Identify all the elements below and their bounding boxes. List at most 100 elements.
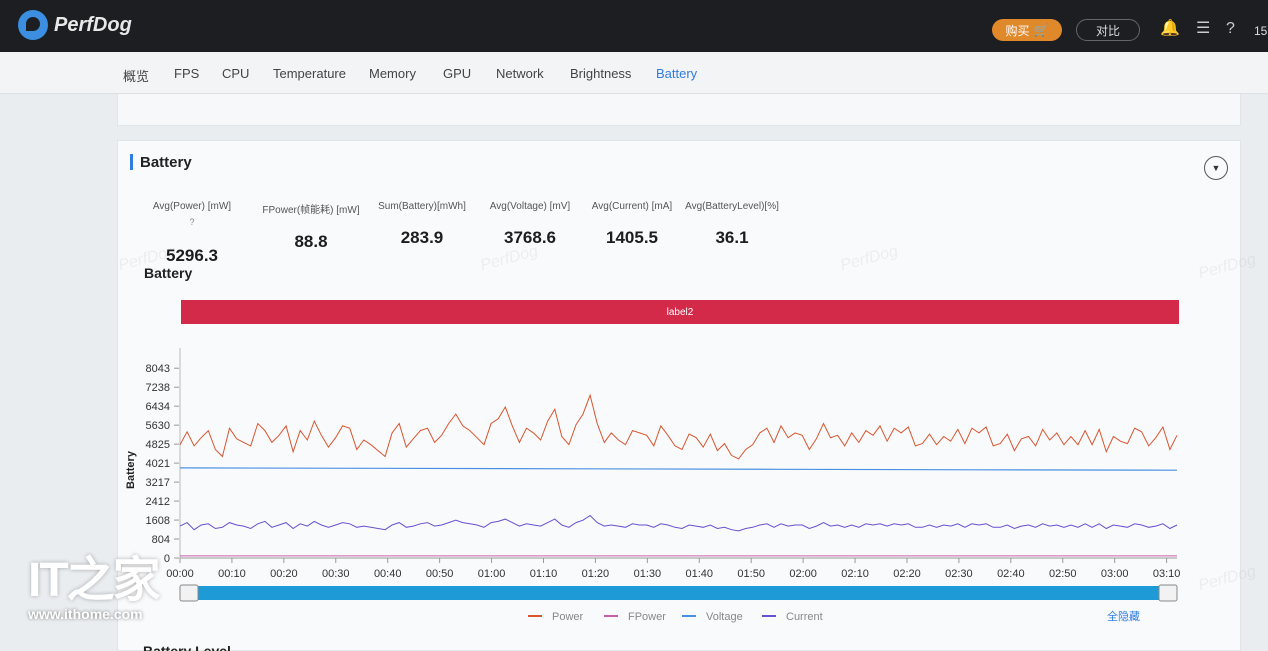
legend-label: Current [786,611,823,623]
app-logo[interactable]: PerfDog [18,10,132,40]
x-tick-label: 02:30 [945,568,973,580]
legend-label: FPower [628,611,666,623]
y-tick-label: 8043 [146,363,170,375]
bell-icon[interactable]: 🔔 [1160,20,1180,37]
x-tick-label: 02:40 [997,568,1025,580]
legend-item[interactable]: FPower [604,611,666,623]
y-tick-label: 3217 [146,477,170,489]
tab-temperature[interactable]: Temperature [273,66,346,81]
tab-gpu[interactable]: GPU [443,66,472,81]
tab-cpu[interactable]: CPU [222,66,250,81]
y-tick-label: 4021 [146,458,170,470]
y-tick-label: 6434 [146,401,170,413]
user-account[interactable]: 15 [1254,24,1268,38]
hide-all-link[interactable]: 全隐藏 [1107,609,1140,623]
battery-chart-title: Battery [144,265,193,281]
tab-memory[interactable]: Memory [369,66,416,81]
perfdog-logo-icon [18,10,48,40]
stat-label: Sum(Battery)[mWh] [378,201,466,212]
x-tick-label: 02:00 [789,568,817,580]
y-tick-label: 7238 [146,382,170,394]
x-tick-label: 01:40 [686,568,714,580]
x-tick-label: 02:50 [1049,568,1077,580]
tab--[interactable]: 概览 [123,69,150,84]
ithome-site: www.ithome.com [28,606,143,622]
tab-bar: 概览 FPS CPU Temperature Memory GPU Network Brigh… [0,52,1268,94]
x-tick-label: 03:10 [1153,568,1181,580]
y-tick-label: 1608 [146,515,170,527]
stat-label: Avg(BatteryLevel)[%] [685,201,779,212]
previous-section-card [117,94,1241,126]
stat-label: Avg(Voltage) [mV] [489,201,571,212]
x-tick-label: 02:10 [841,568,869,580]
legend-label: Power [552,611,584,623]
buy-label: 购买 [1005,23,1030,38]
collapse-chevron-icon[interactable]: ▼ [1204,156,1228,180]
y-tick-label: 5630 [146,420,170,432]
y-tick-label: 804 [152,534,170,546]
stat-item: Avg(Current) [mA] 1405.5 [572,201,692,248]
series-line-power [179,393,1178,460]
tab-brightness[interactable]: Brightness [570,66,632,81]
stat-value: 3768.6 [504,228,556,247]
top-bar: PerfDog 购买 🛒 对比 🔔 ☰ ? 15 [0,0,1268,52]
series-line-current [179,514,1178,532]
label-bar[interactable]: label2 [181,300,1179,324]
tab-network[interactable]: Network [496,66,544,81]
x-tick-label: 00:10 [218,568,246,580]
buy-button[interactable]: 购买 🛒 [992,19,1062,41]
legend-item[interactable]: Current [762,611,823,623]
x-tick-label: 02:20 [893,568,921,580]
stat-label: Avg(Current) [mA] [591,201,673,212]
stat-value: 1405.5 [606,228,658,247]
x-tick-label: 01:30 [634,568,662,580]
battery-card: Battery ▼ Avg(Power) [mW] ? 5296.3 FPower(… [117,140,1241,651]
y-tick-label: 2412 [146,496,170,508]
ithome-logo: IT之家 [28,554,161,607]
x-tick-label: 00:00 [166,568,194,580]
x-tick-label: 00:50 [426,568,454,580]
x-tick-label: 01:00 [478,568,506,580]
ithome-watermark: IT之家 www.ithome.com [28,540,161,622]
stat-value: 5296.3 [166,246,218,265]
stat-item: Avg(BatteryLevel)[%] 36.1 [672,201,792,248]
range-slider-track [180,586,1177,600]
y-axis-label: Battery [125,450,137,489]
stat-label: Avg(Power) [mW] [152,201,232,212]
app-name: PerfDog [54,13,132,36]
tab-battery[interactable]: Battery [656,66,698,81]
stat-value: 283.9 [400,228,444,247]
x-tick-label: 01:10 [530,568,558,580]
x-tick-label: 00:20 [270,568,298,580]
y-tick-label: 4825 [146,439,170,451]
stat-label: FPower(帧能耗) [mW] [262,205,360,216]
x-tick-label: 00:30 [322,568,350,580]
section-accent [130,154,133,170]
stat-item: Avg(Power) [mW] ? 5296.3 [132,201,252,266]
legend-item[interactable]: Power [528,611,584,623]
x-tick-label: 01:50 [737,568,765,580]
range-slider-left-handle[interactable] [179,584,199,602]
x-tick-label: 01:20 [582,568,610,580]
legend-label: Voltage [706,611,743,623]
series-line-voltage [179,467,1178,471]
stat-item: FPower(帧能耗) [mW] 88.8 [251,201,371,252]
stat-item: Avg(Voltage) [mV] 3768.6 [470,201,590,248]
menu-icon[interactable]: ☰ [1196,20,1211,37]
x-tick-label: 00:40 [374,568,402,580]
battery-level-section-title: Battery Level [143,643,231,651]
range-slider-right-handle[interactable] [1158,584,1178,602]
help-icon[interactable]: ? [1226,20,1235,37]
compare-button[interactable]: 对比 [1076,19,1140,41]
x-tick-label: 03:00 [1101,568,1129,580]
stat-item: Sum(Battery)[mWh] 283.9 [362,201,482,248]
stat-value: 36.1 [715,228,749,247]
battery-section-title: Battery [140,154,192,171]
legend-item[interactable]: Voltage [682,611,743,623]
tab-fps[interactable]: FPS [174,66,200,81]
stat-value: 88.8 [294,232,328,251]
cart-icon: 🛒 [1033,23,1049,37]
help-circle-icon[interactable]: ? [189,217,195,227]
y-tick-label: 0 [164,553,170,565]
